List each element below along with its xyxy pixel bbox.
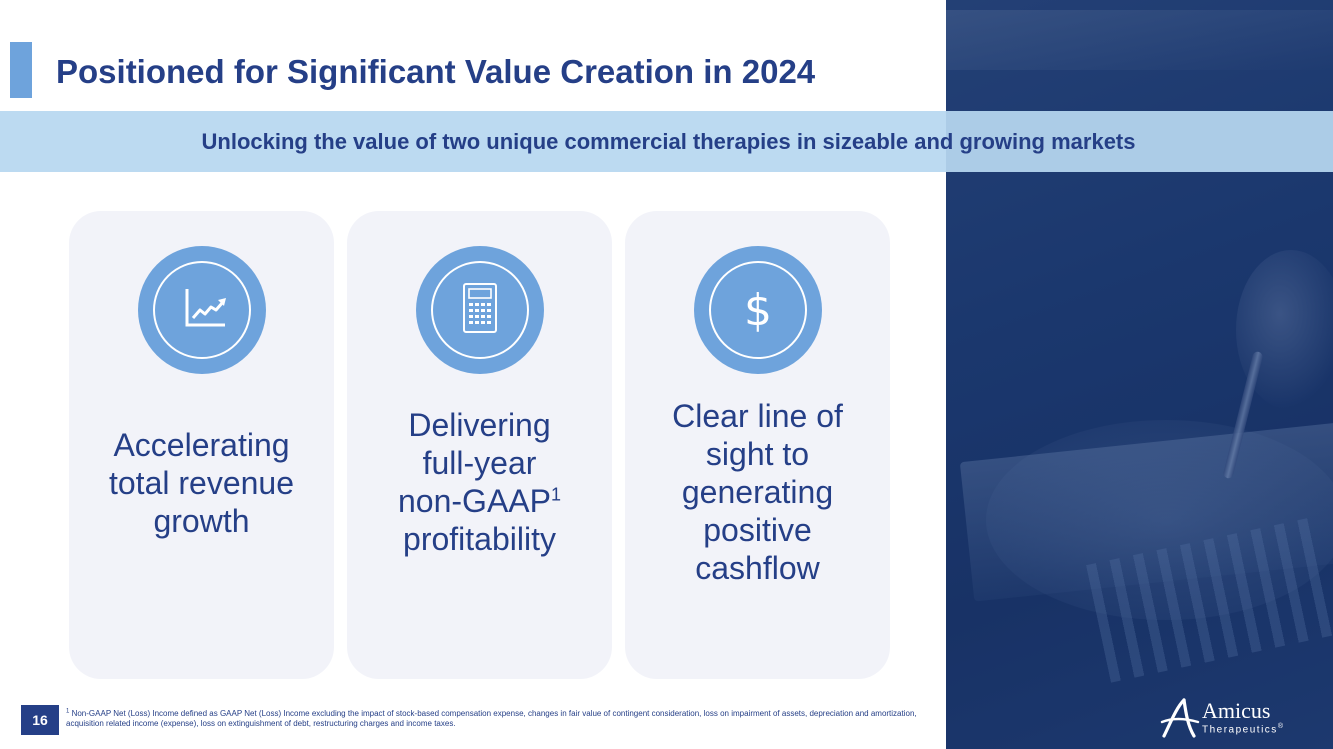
amicus-logo-mark <box>1160 698 1200 738</box>
card-profitability: Delivering full-year non-GAAP1 profitabi… <box>347 211 612 679</box>
line-chart-icon <box>138 246 266 374</box>
card-text: Delivering full-year non-GAAP1 profitabi… <box>398 407 561 557</box>
page-title: Positioned for Significant Value Creatio… <box>56 53 816 90</box>
logo-subtitle: Therapeutics® <box>1202 723 1285 736</box>
card-text: Clear line of sight to generating positi… <box>672 398 843 586</box>
subtitle-banner: Unlocking the value of two unique commer… <box>0 111 1333 172</box>
banner-text: Unlocking the value of two unique commer… <box>201 128 1136 154</box>
page-number: 16 <box>21 705 59 735</box>
card-text: Accelerating total revenue growth <box>108 427 294 539</box>
card-revenue-growth: Accelerating total revenue growth <box>69 211 334 679</box>
footnote-ref: 1 <box>550 484 561 505</box>
calculator-icon <box>416 246 544 374</box>
card-cashflow: $ Clear line of sight to generating posi… <box>625 211 890 679</box>
amicus-logo: Amicus Therapeutics® <box>1158 696 1318 740</box>
logo-name: Amicus <box>1202 698 1271 723</box>
title-accent-bar <box>10 42 32 98</box>
dollar-icon: $ <box>694 246 822 374</box>
footnote: 1 Non-GAAP Net (Loss) Income defined as … <box>66 708 917 728</box>
